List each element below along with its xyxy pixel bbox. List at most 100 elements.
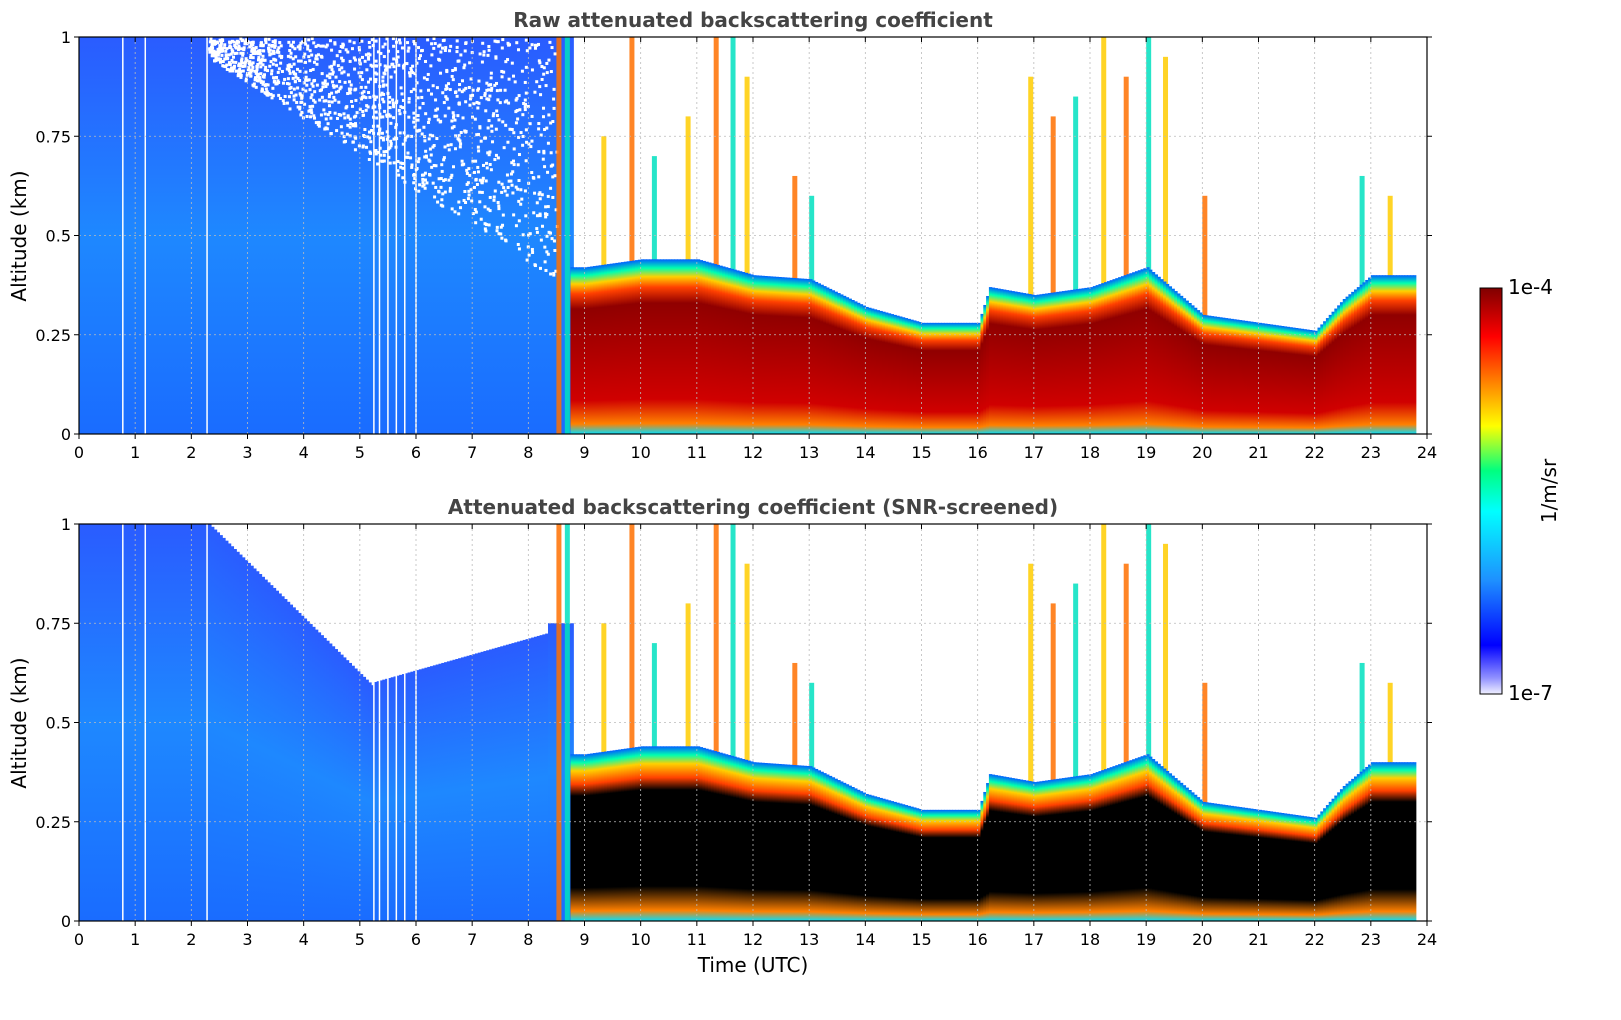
plot-area: 0 1 2 3 4 5 6 7 8 9 10 11 12 13 14 15 16 17 18 19 20 21 22 23 24…: [35, 28, 1437, 462]
noise-pixel: [234, 60, 238, 64]
noise-pixel: [497, 232, 501, 236]
noise-pixel: [401, 176, 405, 180]
noise-pixel: [511, 74, 515, 78]
cloud-column: [1325, 318, 1330, 434]
cloud-column: [929, 322, 934, 434]
noise-pixel: [312, 60, 316, 64]
noise-pixel: [340, 71, 344, 75]
cloud-column: [1323, 321, 1327, 434]
cloud-column: [1090, 287, 1094, 434]
cloud-column: [896, 315, 900, 434]
noise-pixel: [332, 85, 336, 89]
noise-pixel: [392, 116, 396, 120]
cloud-column: [646, 746, 650, 921]
noise-pixel: [310, 82, 314, 86]
aerosol-column: [351, 37, 355, 434]
noise-pixel: [479, 217, 483, 221]
noise-pixel: [250, 49, 254, 53]
noise-pixel: [455, 94, 459, 98]
cloud-column: [1163, 768, 1167, 921]
aerosol-column: [225, 37, 229, 434]
aerosol-column: [174, 37, 178, 434]
cloud-column: [635, 260, 639, 434]
noise-pixel: [461, 116, 465, 120]
noise-pixel: [287, 69, 291, 73]
aerosol-column: [460, 37, 465, 434]
cloud-column: [831, 777, 836, 921]
cloud-column: [1070, 289, 1074, 434]
noise-pixel: [224, 54, 228, 58]
aerosol-column: [196, 524, 201, 921]
cloud-column: [1146, 754, 1150, 921]
noise-pixel: [467, 85, 471, 89]
noise-pixel: [304, 89, 308, 93]
noise-pixel: [514, 185, 518, 189]
cloud-column: [1233, 319, 1237, 434]
aerosol-column: [109, 37, 114, 434]
aerosol-column: [562, 37, 566, 434]
aerosol-column: [264, 37, 268, 434]
aerosol-column: [306, 621, 310, 921]
noise-pixel: [442, 38, 446, 42]
cloud-column: [1148, 756, 1153, 921]
noise-pixel: [315, 62, 319, 66]
noise-pixel: [552, 271, 556, 275]
noise-pixel: [526, 245, 530, 249]
noise-pixel: [232, 40, 236, 44]
cloud-column: [1227, 805, 1232, 921]
aerosol-column: [295, 610, 299, 921]
cloud-column: [935, 809, 939, 921]
noise-pixel: [535, 227, 539, 231]
cloud-column: [1266, 811, 1271, 921]
noise-pixel: [474, 159, 478, 163]
noise-pixel: [231, 69, 235, 73]
noise-pixel: [469, 77, 473, 81]
noise-pixel: [422, 125, 426, 129]
noise-pixel: [322, 108, 326, 112]
noise-pixel: [237, 64, 241, 68]
noise-pixel: [436, 118, 440, 122]
plume-streak: [730, 37, 736, 434]
cloud-column: [797, 765, 802, 921]
cloud-column: [1160, 766, 1164, 921]
noise-pixel: [256, 49, 260, 53]
noise-pixel: [379, 136, 383, 140]
noise-pixel: [382, 71, 386, 75]
noise-pixel: [479, 96, 483, 100]
x-tick-label: 3: [242, 930, 252, 949]
aerosol-column: [253, 568, 257, 921]
noise-pixel: [543, 260, 547, 264]
cloud-column: [1236, 806, 1240, 921]
cloud-column: [1118, 277, 1122, 434]
noise-pixel: [539, 93, 543, 97]
noise-pixel: [309, 96, 313, 100]
cloud-column: [1356, 287, 1361, 434]
noise-pixel: [313, 116, 317, 120]
aerosol-column: [469, 655, 473, 921]
cloud-column: [702, 747, 706, 921]
plume-streak: [1163, 56, 1169, 434]
cloud-column: [722, 753, 726, 921]
noise-pixel: [376, 150, 380, 154]
noise-pixel: [434, 98, 438, 102]
noise-pixel: [538, 85, 542, 89]
noise-pixel: [322, 99, 326, 103]
noise-pixel: [494, 127, 498, 131]
cloud-column: [1179, 295, 1184, 434]
cloud-column: [828, 288, 833, 434]
x-tick-label: 24: [1417, 930, 1437, 949]
noise-pixel: [392, 161, 396, 165]
noise-pixel: [517, 179, 521, 183]
cloud-column: [637, 259, 642, 434]
noise-pixel: [545, 126, 549, 130]
noise-pixel: [324, 84, 328, 88]
noise-pixel: [478, 190, 482, 194]
cloud-column: [688, 259, 692, 434]
aerosol-column: [278, 593, 282, 921]
cloud-column: [882, 311, 886, 434]
noise-pixel: [550, 237, 554, 241]
noise-pixel: [440, 46, 444, 50]
noise-pixel: [255, 79, 259, 83]
noise-pixel: [544, 215, 548, 219]
noise-pixel: [301, 40, 305, 44]
